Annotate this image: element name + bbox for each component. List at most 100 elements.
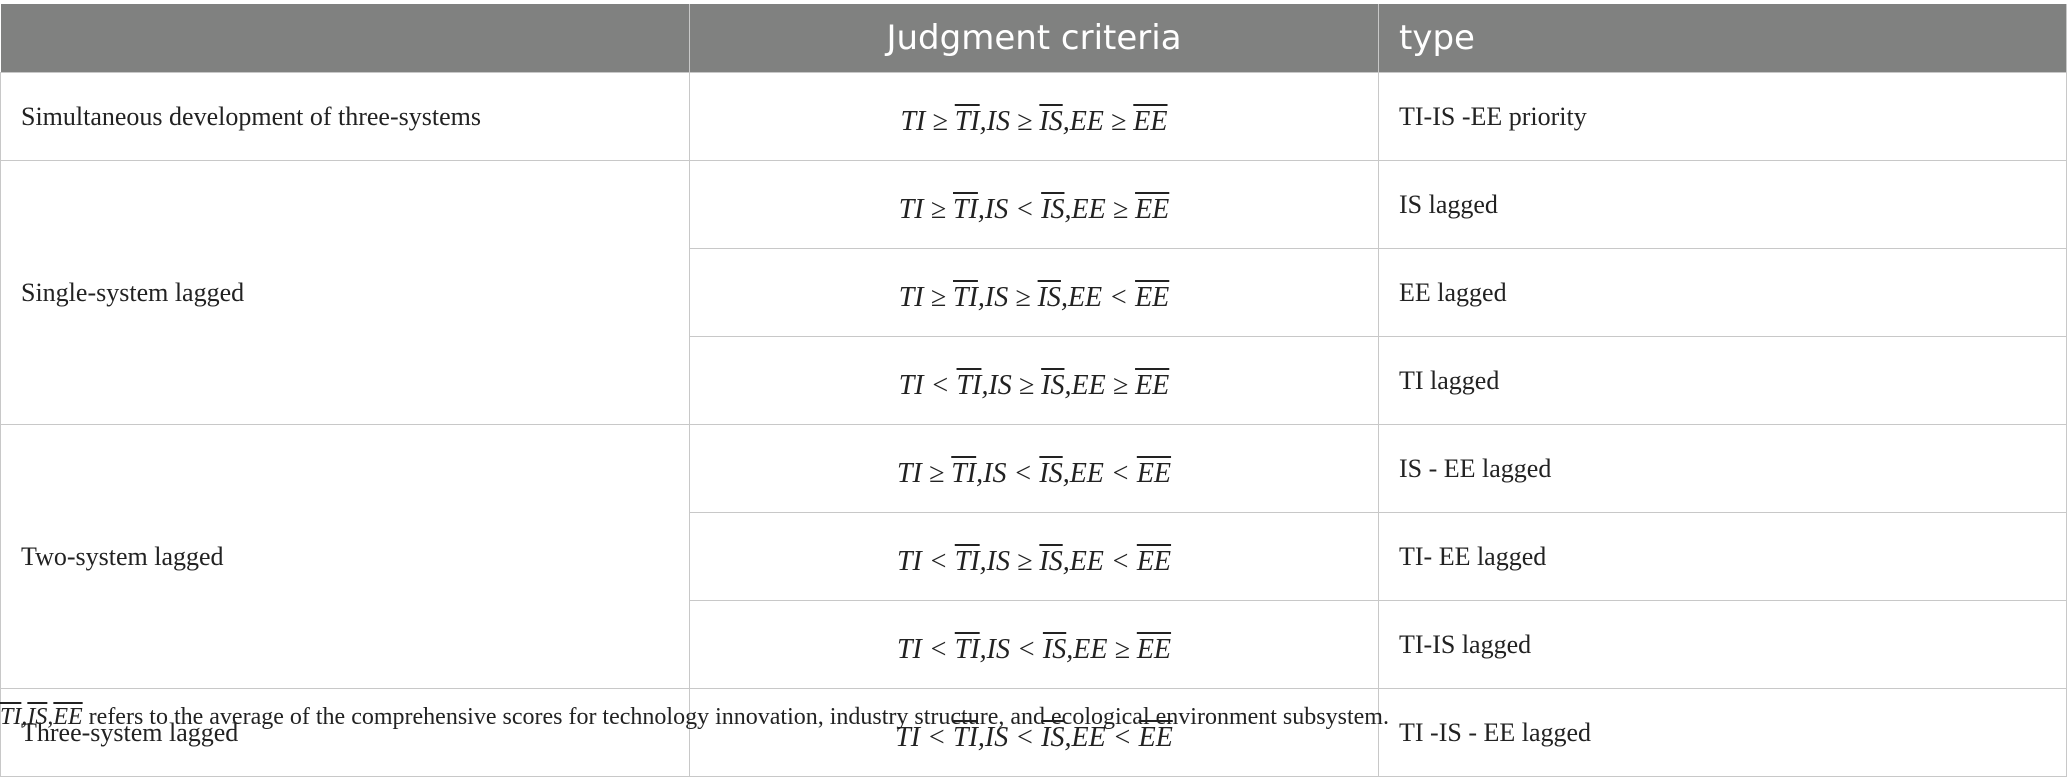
formula-token: <	[921, 633, 955, 665]
average-symbol: EE	[1136, 633, 1172, 665]
formula-token: EE	[1071, 721, 1106, 753]
formula-token: TI	[898, 193, 924, 225]
formula-token: ≥	[921, 457, 952, 489]
average-symbol: TI	[951, 457, 977, 489]
table-row: TI < TI,IS ≥ IS,EE ≥ EE TI lagged	[1, 336, 2067, 425]
header-type: type	[1378, 4, 2067, 73]
table-row: Simultaneous development of three-system…	[0, 72, 2067, 161]
formula-token: ,	[21, 704, 28, 730]
formula-token: TI	[898, 281, 924, 313]
formula-token: EE	[1067, 281, 1103, 313]
formula-token: IS	[984, 281, 1009, 313]
formula-token: ≥	[1011, 369, 1042, 401]
category-cell: Single-system lagged	[0, 160, 690, 425]
formula-token: EE	[1069, 105, 1104, 137]
table-header-row: Judgment criteria type	[0, 4, 2067, 73]
formula-token: <	[921, 545, 955, 577]
formula-token: ≥	[1010, 105, 1040, 137]
formula-token: <	[1105, 721, 1139, 753]
formula-token: TI	[895, 721, 921, 753]
formula-token: ,	[979, 633, 987, 665]
average-symbol: IS	[1042, 633, 1067, 665]
type-cell: TI-IS lagged	[1378, 600, 2067, 689]
table-row: Three-system lagged TI < TI,IS < IS,EE <…	[0, 688, 2067, 777]
formula-token: ,	[981, 369, 989, 401]
average-symbol: EE	[1135, 369, 1170, 401]
average-symbol: IS	[1039, 105, 1063, 137]
average-symbol: EE	[1135, 193, 1170, 225]
table-row: TI ≥ TI,IS ≥ IS,EE < EE EE lagged	[1, 248, 2067, 337]
formula-token: ≥	[1105, 193, 1136, 225]
average-symbol: EE	[1138, 721, 1173, 753]
category-cell: Simultaneous development of three-system…	[0, 72, 690, 161]
formula-token: ,	[1060, 281, 1068, 313]
formula-token: ,	[976, 457, 984, 489]
formula-token: IS	[986, 545, 1010, 577]
average-symbol: IS	[27, 704, 48, 730]
formula-token: ,	[1062, 545, 1070, 577]
formula-token: <	[1008, 721, 1042, 753]
average-symbol: IS	[1041, 721, 1065, 753]
footnote-text: refers to the average of the comprehensi…	[82, 704, 1389, 730]
average-symbol: TI	[953, 721, 978, 753]
formula-token: IS	[988, 369, 1012, 401]
average-symbol: TI	[953, 281, 978, 313]
formula-token: <	[1103, 457, 1137, 489]
formula-token: ,	[1062, 457, 1070, 489]
average-symbol: IS	[1037, 281, 1061, 313]
average-symbol: EE	[1133, 105, 1168, 137]
average-symbol: TI	[954, 633, 980, 665]
average-symbol: TI	[954, 545, 980, 577]
formula-token: ≥	[923, 193, 953, 225]
average-symbol: EE	[1135, 281, 1170, 313]
table-footnote: TI,IS,EE refers to the average of the co…	[0, 704, 1389, 731]
formula-token: ≥	[1103, 105, 1134, 137]
formula-token: TI	[900, 105, 926, 137]
average-symbol: EE	[1136, 545, 1172, 577]
criteria-cell: TI < TI,IS ≥ IS,EE < EE	[689, 512, 1379, 601]
formula-token: EE	[1073, 633, 1108, 665]
type-cell: IS lagged	[1378, 160, 2067, 249]
formula-token: TI	[896, 545, 922, 577]
formula-token: IS	[984, 193, 1009, 225]
criteria-cell: TI ≥ TI,IS ≥ IS,EE < EE	[689, 248, 1379, 337]
formula-token: ,	[1064, 721, 1072, 753]
footnote-math: TI,IS,EE	[0, 704, 83, 730]
formula-token: ≥	[1010, 545, 1040, 577]
formula-token: ,	[1066, 633, 1074, 665]
formula-token: TI	[898, 369, 924, 401]
formula-token: ≥	[923, 281, 953, 313]
formula-token: TI	[896, 457, 922, 489]
formula-token: ≥	[1008, 281, 1038, 313]
formula-token: EE	[1071, 193, 1106, 225]
criteria-cell: TI < TI,IS < IS,EE ≥ EE	[689, 600, 1379, 689]
formula-token: EE	[1071, 369, 1106, 401]
table-row: TI < TI,IS ≥ IS,EE < EE TI- EE lagged	[1, 512, 2067, 601]
formula-token: ≥	[925, 105, 955, 137]
formula-token: ≥	[1107, 633, 1137, 665]
formula-token: <	[1103, 545, 1137, 577]
criteria-cell: TI < TI,IS ≥ IS,EE ≥ EE	[689, 336, 1379, 425]
formula-token: ,	[977, 281, 985, 313]
criteria-table: Judgment criteria type Simultaneous deve…	[0, 4, 2067, 777]
formula-token: ,	[979, 545, 987, 577]
formula-token: EE	[1069, 457, 1104, 489]
type-cell: EE lagged	[1378, 248, 2067, 337]
formula-token: ≥	[1105, 369, 1136, 401]
average-symbol: EE	[53, 704, 83, 730]
formula-token: IS	[986, 633, 1010, 665]
average-symbol: TI	[954, 105, 980, 137]
average-symbol: IS	[1039, 457, 1063, 489]
table-row: Two-system lagged TI ≥ TI,IS < IS,EE < E…	[0, 424, 2067, 689]
formula-token: ,	[1062, 105, 1070, 137]
formula-token: <	[1008, 193, 1042, 225]
type-cell: IS - EE lagged	[1378, 424, 2067, 513]
average-symbol: IS	[1041, 193, 1065, 225]
formula-token: IS	[983, 457, 1007, 489]
category-cell: Two-system lagged	[0, 424, 690, 689]
type-cell: TI -IS - EE lagged	[1378, 688, 2067, 777]
formula-token: <	[920, 721, 953, 753]
header-category	[0, 4, 690, 73]
formula-token: <	[923, 369, 957, 401]
average-symbol: TI	[956, 369, 982, 401]
